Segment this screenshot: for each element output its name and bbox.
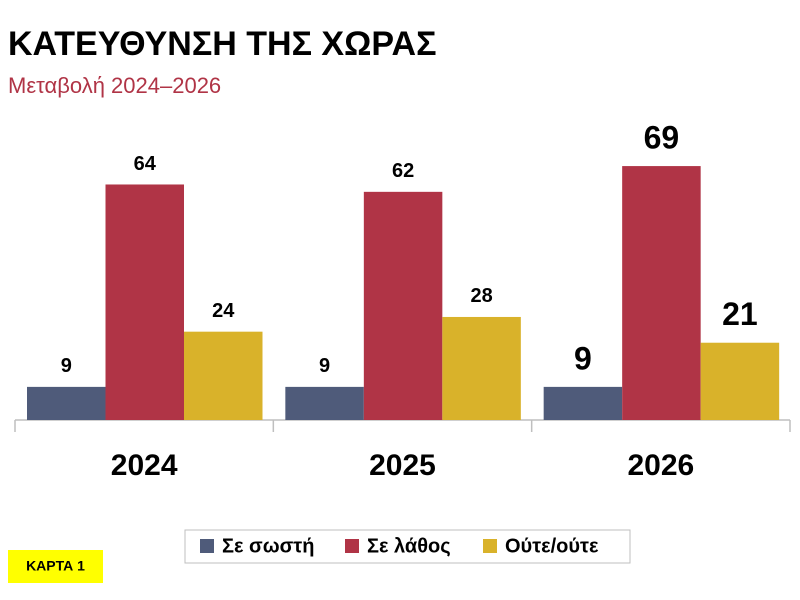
x-tick-label: 2026: [627, 449, 694, 482]
value-label: 64: [134, 153, 157, 175]
legend-swatch: [345, 539, 359, 553]
legend-label: Σε σωστή: [222, 535, 314, 557]
value-label: 9: [574, 340, 592, 376]
x-tick-label: 2025: [369, 449, 436, 482]
value-label: 9: [61, 355, 72, 377]
badge-label: ΚΑΡΤΑ 1: [26, 558, 85, 574]
bar: [622, 166, 701, 420]
bar: [442, 316, 521, 420]
value-label: 28: [470, 285, 492, 307]
bar: [184, 331, 263, 420]
value-label: 21: [722, 296, 758, 332]
legend-swatch: [483, 539, 497, 553]
x-tick-label: 2024: [111, 449, 178, 482]
legend: [184, 529, 631, 564]
chart-title: ΚΑΤΕΥΘΥΝΣΗ ΤΗΣ ΧΩΡΑΣ: [8, 25, 436, 63]
chart-subtitle: Μεταβολή 2024–2026: [8, 73, 221, 98]
badge: [8, 550, 103, 583]
bar: [363, 191, 443, 420]
legend-swatch: [200, 539, 214, 553]
bar: [700, 342, 780, 420]
bar: [285, 386, 364, 420]
value-label: 69: [644, 120, 680, 156]
bar: [105, 184, 184, 420]
value-label: 24: [212, 300, 235, 322]
bar: [27, 386, 106, 420]
legend-label: Ούτε/ούτε: [505, 535, 599, 557]
value-label: 62: [392, 160, 414, 182]
legend-label: Σε λάθος: [367, 535, 451, 557]
value-label: 9: [319, 355, 330, 377]
bar: [543, 386, 623, 420]
